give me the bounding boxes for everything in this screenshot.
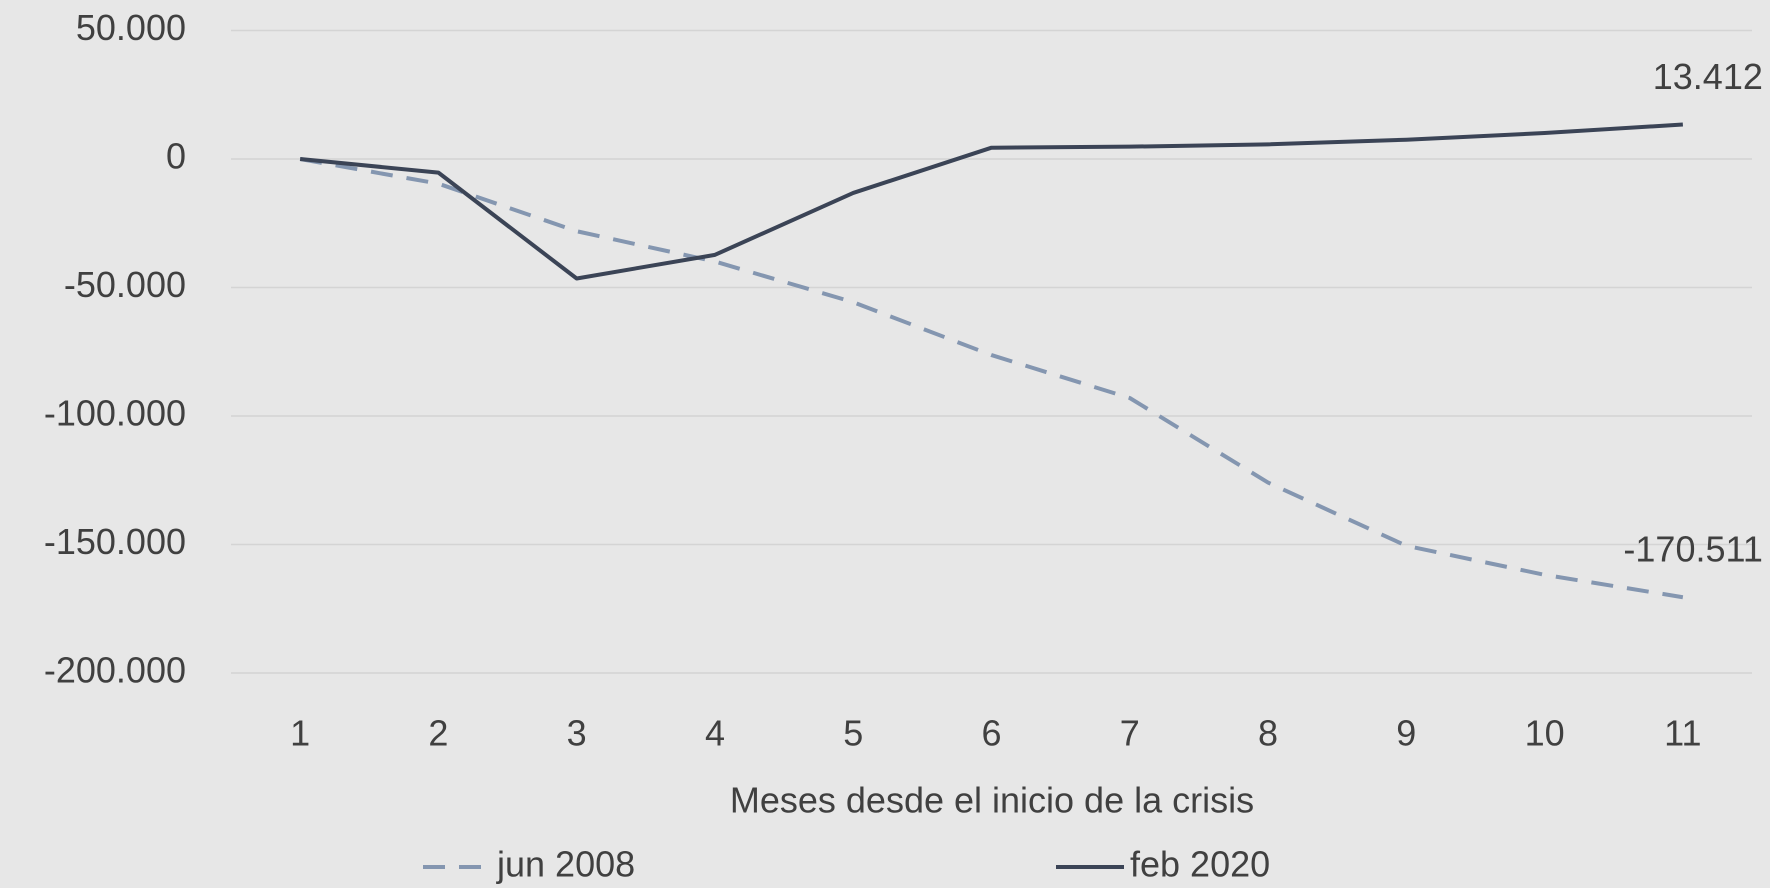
x-tick-label: 9 (1396, 713, 1416, 754)
x-tick-label: 1 (290, 713, 310, 754)
x-tick-label: 5 (843, 713, 863, 754)
x-axis-title: Meses desde el inicio de la crisis (730, 780, 1254, 821)
y-tick-label: -150.000 (44, 521, 186, 562)
x-tick-label: 4 (705, 713, 725, 754)
x-tick-label: 10 (1525, 713, 1565, 754)
y-tick-label: 0 (166, 136, 186, 177)
data-label: 13.412 (1653, 56, 1763, 97)
y-tick-label: -50.000 (64, 264, 186, 305)
x-tick-label: 7 (1120, 713, 1140, 754)
y-tick-label: -100.000 (44, 393, 186, 434)
y-tick-label: 50.000 (76, 7, 186, 48)
x-tick-label: 6 (981, 713, 1001, 754)
x-tick-label: 3 (567, 713, 587, 754)
x-tick-label: 2 (428, 713, 448, 754)
x-tick-label: 11 (1664, 713, 1701, 754)
y-tick-label: -200.000 (44, 650, 186, 691)
line-series (299, 157, 1684, 600)
line-series (299, 122, 1683, 281)
legend-label: feb 2020 (1130, 844, 1270, 885)
legend-label: jun 2008 (496, 844, 635, 885)
data-label: -170.511 (1623, 529, 1762, 570)
x-tick-label: 8 (1258, 713, 1278, 754)
